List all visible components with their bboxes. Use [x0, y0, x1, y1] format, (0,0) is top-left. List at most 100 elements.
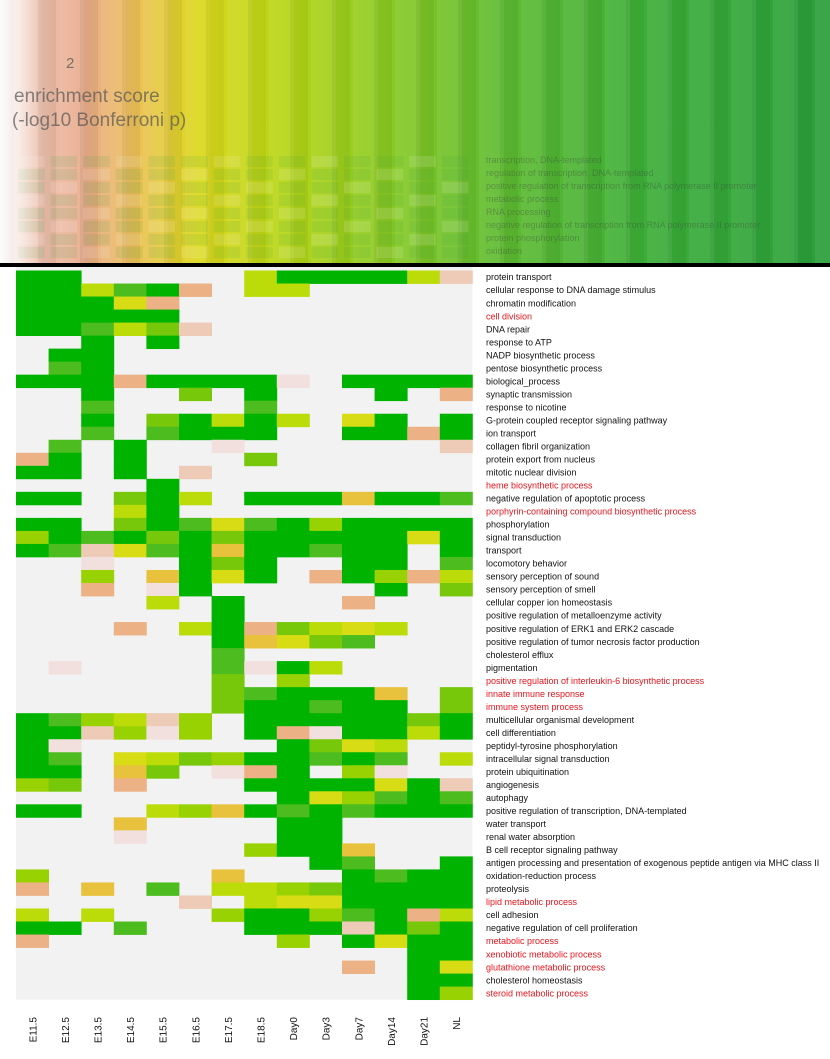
- ghost-cell: [278, 247, 306, 258]
- heatmap-cell: [48, 530, 82, 545]
- row-label: cellular response to DNA damage stimulus: [486, 285, 656, 295]
- column-label: Day21: [420, 1017, 431, 1046]
- heatmap-cell: [48, 439, 82, 454]
- heatmap-cell: [407, 947, 441, 961]
- heatmap-cell: [211, 556, 245, 571]
- heatmap-cell: [16, 921, 49, 935]
- heatmap-cell: [342, 765, 375, 779]
- heatmap-cell: [374, 556, 408, 571]
- heatmap-cell: [146, 752, 180, 766]
- ghost-cell: [344, 195, 371, 206]
- heatmap-cell: [309, 921, 343, 935]
- heatmap-cell: [342, 635, 375, 649]
- heatmap-cell: [276, 791, 310, 805]
- heatmap-cell: [276, 882, 310, 896]
- heatmap-cell: [244, 843, 278, 857]
- heatmap-cell: [48, 713, 82, 727]
- ghost-cell: [311, 182, 338, 193]
- heatmap-cell: [146, 726, 180, 740]
- heatmap-cell: [179, 491, 212, 506]
- separator-line: [0, 263, 830, 267]
- heatmap-cell: [244, 283, 278, 297]
- column-label: E18.5: [257, 1017, 268, 1044]
- heatmap-cell: [81, 713, 115, 727]
- ghost-cell: [83, 156, 110, 167]
- ghost-cell: [50, 234, 78, 245]
- heatmap-cell: [211, 569, 245, 584]
- heatmap-cell: [244, 543, 278, 558]
- ghost-cell: [278, 195, 306, 206]
- heatmap-cell: [342, 569, 375, 584]
- heatmap-cell: [81, 387, 115, 402]
- heatmap-cell: [342, 700, 375, 714]
- heatmap-cell: [439, 869, 473, 883]
- heatmap-cell: [276, 713, 310, 727]
- heatmap-cell: [439, 713, 473, 727]
- heatmap-cell: [48, 778, 82, 792]
- heatmap-cell: [276, 921, 310, 935]
- legend-stripe: [752, 0, 770, 264]
- heatmap-cell: [81, 530, 115, 545]
- heatmap-cell: [407, 270, 441, 284]
- ghost-cell: [409, 247, 436, 258]
- heatmap-cell: [244, 635, 278, 649]
- heatmap-cell: [81, 322, 115, 336]
- heatmap-cell: [211, 413, 245, 428]
- heatmap-cell: [113, 921, 147, 935]
- heatmap-cell: [407, 778, 441, 792]
- ghost-cell: [344, 208, 371, 219]
- ghost-cell: [213, 195, 241, 206]
- heatmap-cell: [81, 908, 115, 922]
- heatmap-cell: [146, 426, 180, 441]
- heatmap-cell: [244, 569, 278, 584]
- heatmap-cell: [439, 426, 473, 441]
- heatmap-cell: [342, 426, 375, 441]
- legend-stripe: [668, 0, 686, 264]
- row-label: renal water absorption: [486, 832, 575, 842]
- column-label: Day14: [387, 1017, 398, 1046]
- heatmap-cell: [113, 309, 147, 323]
- heatmap-cell: [309, 543, 343, 558]
- heatmap-cell: [16, 296, 49, 310]
- heatmap-cell: [276, 726, 310, 740]
- heatmap-cell: [146, 804, 180, 818]
- heatmap-cell: [244, 400, 278, 415]
- column-label: E17.5: [224, 1017, 235, 1044]
- heatmap-cell: [244, 713, 278, 727]
- heatmap-cell: [342, 687, 375, 701]
- ghost-cell: [181, 169, 208, 180]
- heatmap-cell: [374, 582, 408, 597]
- heatmap-cell: [276, 622, 310, 636]
- heatmap-cell: [146, 491, 180, 506]
- row-label: multicellular organismal development: [486, 715, 635, 725]
- heatmap-cell: [276, 752, 310, 766]
- heatmap-cell: [276, 804, 310, 818]
- row-label: proteolysis: [486, 884, 530, 894]
- heatmap-cell: [309, 517, 343, 532]
- ghost-cell: [246, 156, 273, 167]
- heatmap-cell: [407, 491, 441, 506]
- heatmap-cell: [48, 739, 82, 753]
- background-term-label: metabolic process: [486, 194, 559, 204]
- heatmap-cell: [439, 530, 473, 545]
- heatmap-cell: [439, 413, 473, 428]
- row-label: positive regulation of metalloenzyme act…: [486, 611, 662, 621]
- heatmap-cell: [113, 622, 147, 636]
- heatmap-cell: [342, 908, 375, 922]
- row-label: cell adhesion: [486, 910, 539, 920]
- heatmap-cell: [309, 830, 343, 844]
- heatmap-cell: [244, 908, 278, 922]
- heatmap-cell: [374, 543, 408, 558]
- heatmap-cell: [276, 283, 310, 297]
- heatmap-cell: [407, 374, 441, 389]
- legend-stripe: [794, 0, 812, 264]
- ghost-cell: [50, 195, 78, 206]
- heatmap-cell: [309, 752, 343, 766]
- heatmap-cell: [374, 491, 408, 506]
- heatmap-cell: [276, 491, 310, 506]
- heatmap-cell: [407, 869, 441, 883]
- legend-stripe: [311, 0, 336, 264]
- heatmap-cell: [374, 765, 408, 779]
- ghost-cell: [50, 247, 78, 258]
